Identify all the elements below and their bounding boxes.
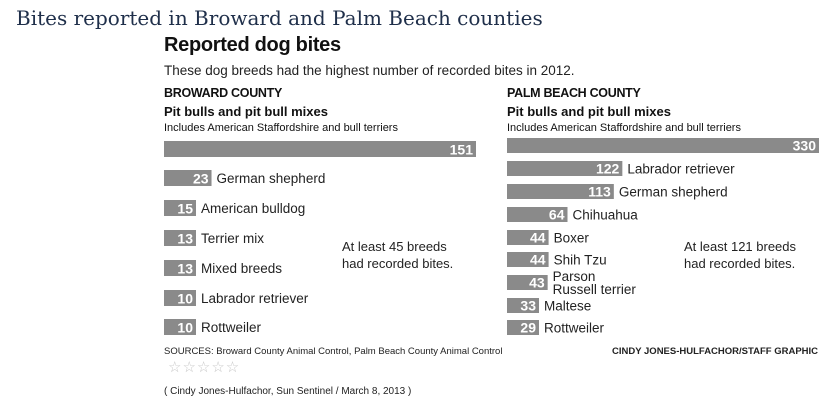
palm-beach-bar-2 [507,161,623,176]
broward-bar-3 [164,200,196,216]
rating-stars-icon[interactable]: ☆☆☆☆☆ [168,359,241,376]
palm-beach-bar-label-6: Shih Tzu [554,253,607,268]
palm-beach-bar-4 [507,207,568,222]
palm-beach-bar-9 [507,320,539,335]
palm-beach-bar-7 [507,275,548,290]
palm-beach-bar-value-9: 29 [520,320,536,336]
palm-beach-annotation-line-1: At least 121 breeds [684,239,797,254]
broward-bar-4 [164,230,196,246]
palm-beach-annotation: At least 121 breeds had recorded bites. [684,238,796,272]
palm-beach-bar-value-8: 33 [520,298,536,314]
broward-bar-6 [164,290,196,306]
broward-bar-label-6: Labrador retriever [201,291,309,306]
palm-beach-bar-label-9: Rottweiler [544,321,605,336]
palm-beach-bar-value-5: 44 [530,230,546,246]
palm-beach-bar-value-7: 43 [529,275,545,291]
palm-beach-bar-value-6: 44 [530,252,546,268]
palm-beach-bar-5 [507,230,549,245]
broward-bar-value-7: 10 [177,320,193,336]
palm-beach-bar-value-2: 122 [596,161,620,177]
chart-subtitle: These dog breeds had the highest number … [164,63,575,78]
broward-annotation-line-1: At least 45 breeds [342,239,447,254]
palm-beach-bar-value-1: 330 [793,138,817,154]
graphic-credit: CINDY JONES-HULFACHOR/STAFF GRAPHIC [612,346,819,357]
palm-beach-annotation-line-2: had recorded bites. [684,256,796,271]
broward-bar-label-7: Rottweiler [201,320,262,335]
palm-beach-bar-label-4: Chihuahua [573,208,639,223]
broward-bar-label-5: Mixed breeds [201,261,282,276]
photo-citation: ( Cindy Jones-Hulfachor, Sun Sentinel / … [164,386,412,397]
broward-bar-2 [164,170,212,186]
palm-beach-bar-1 [507,138,819,153]
palm-beach-bar-label-2: Labrador retriever [627,162,735,177]
broward-top-breed-note: Includes American Staffordshire and bull… [164,122,398,134]
palm-beach-bar-label-3: German shepherd [619,185,728,200]
broward-bar-value-1: 151 [450,142,474,158]
palm-beach-bar-value-3: 113 [588,184,611,200]
palm-beach-bar-3 [507,184,614,199]
broward-bar-7 [164,319,196,335]
broward-top-breed-label: Pit bulls and pit bull mixes [164,104,328,119]
broward-annotation: At least 45 breeds had recorded bites. [342,238,453,272]
palm-beach-county-heading: PALM BEACH COUNTY [507,86,641,100]
broward-bar-value-4: 13 [177,231,193,247]
broward-bar-value-2: 23 [193,171,209,187]
broward-bar-label-2: German shepherd [217,171,326,186]
broward-annotation-line-2: had recorded bites. [342,256,454,271]
chart-title: Reported dog bites [164,34,341,56]
palm-beach-bar-label-7-line-2: Russell terrier [553,282,637,297]
broward-bar-value-5: 13 [177,261,193,277]
broward-bar-5 [164,260,196,276]
palm-beach-bar-label-7-line-1: Parson [553,269,596,284]
palm-beach-bar-label-5: Boxer [554,231,590,246]
palm-beach-bar-label-8: Maltese [544,299,591,314]
palm-beach-bar-8 [507,298,539,313]
palm-beach-bar-value-4: 64 [549,207,565,223]
palm-beach-bar-6 [507,252,549,267]
palm-beach-top-breed-note: Includes American Staffordshire and bull… [507,122,741,134]
broward-bar-label-4: Terrier mix [201,231,264,246]
broward-bar-value-6: 10 [177,291,193,307]
broward-bar-value-3: 15 [177,201,193,217]
broward-county-heading: BROWARD COUNTY [164,86,283,100]
palm-beach-top-breed-label: Pit bulls and pit bull mixes [507,104,671,119]
broward-bar-label-3: American bulldog [201,201,305,216]
page-title: Bites reported in Broward and Palm Beach… [16,6,543,30]
sources-note: SOURCES: Broward County Animal Control, … [164,346,503,357]
broward-bar-1 [164,141,476,157]
